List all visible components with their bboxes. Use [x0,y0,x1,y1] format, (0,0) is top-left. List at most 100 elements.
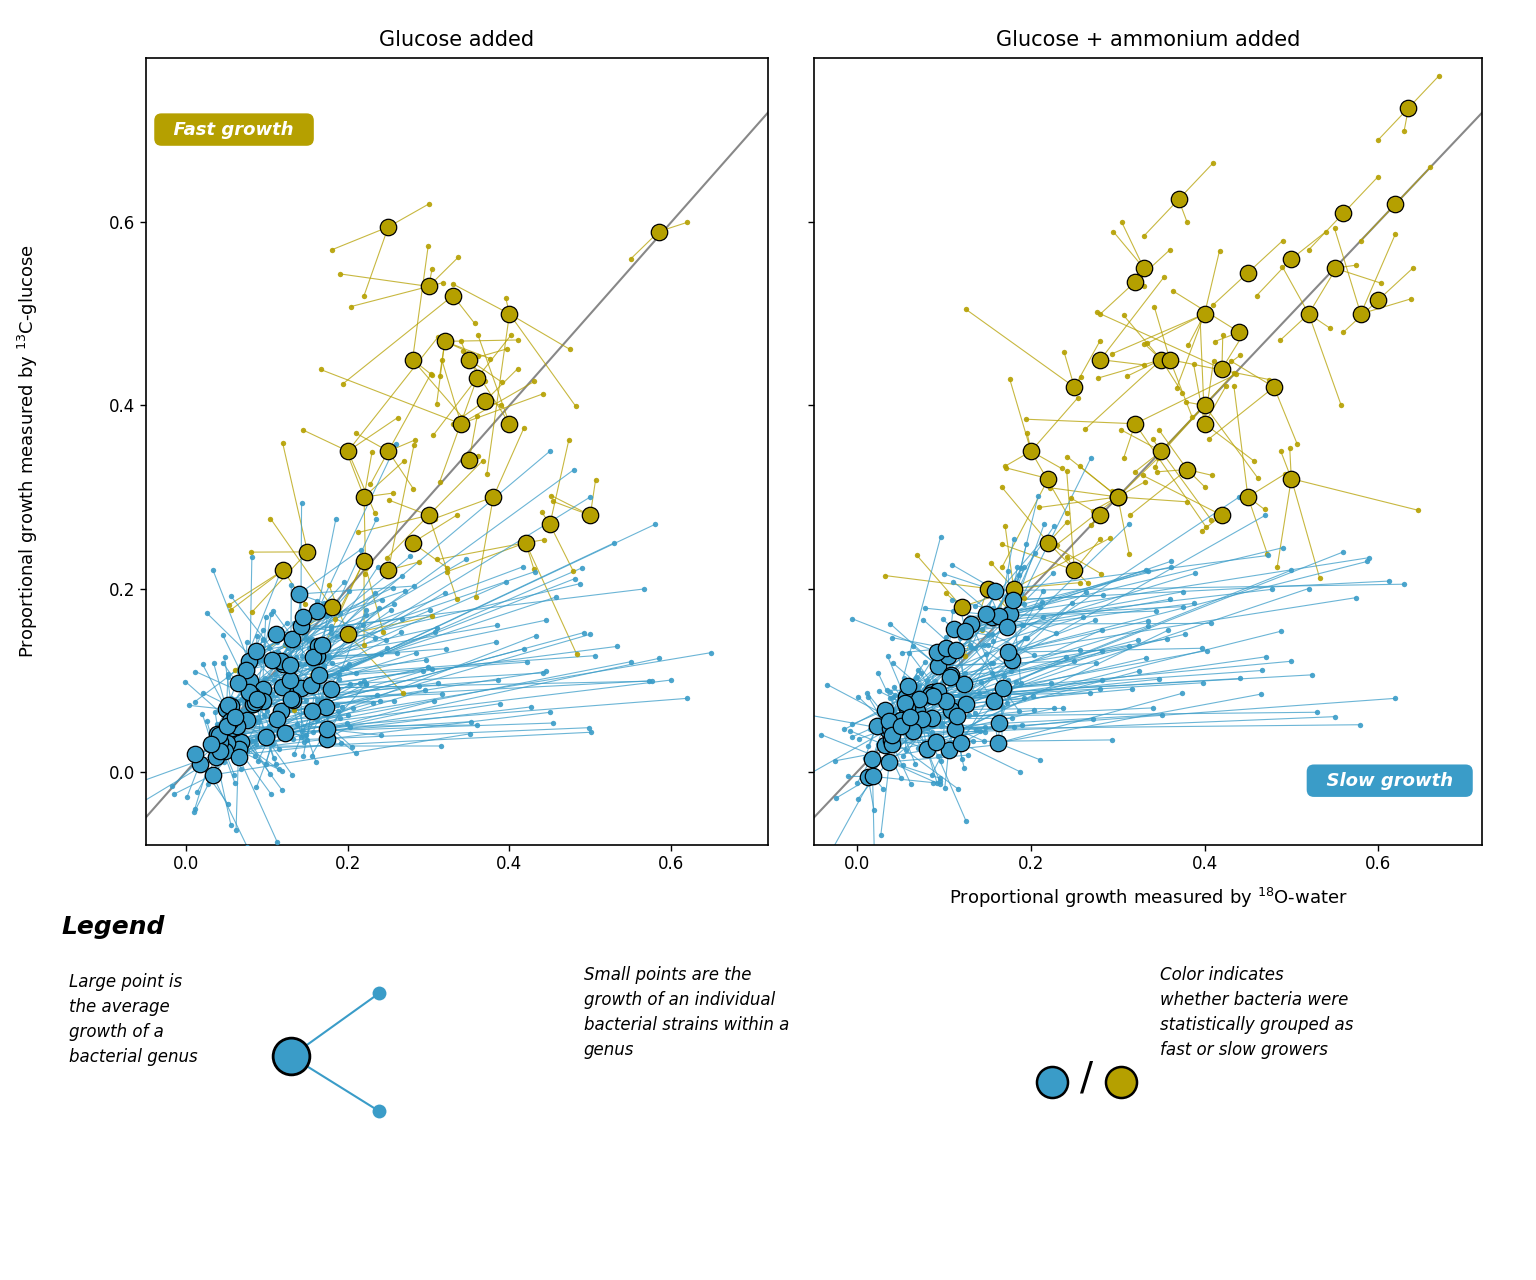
Point [1086,367,1111,388]
Point [226,716,250,736]
Point [541,713,565,733]
Point [957,672,982,692]
Point [260,684,284,704]
Point [1012,627,1037,648]
Point [972,635,997,655]
Point [1041,516,1066,536]
Point [1322,218,1347,238]
Point [1189,521,1213,541]
Point [943,646,968,667]
Text: Slow growth: Slow growth [1313,772,1465,790]
Point [895,698,920,718]
Point [465,447,490,467]
Point [292,581,316,602]
Point [1100,343,1124,364]
Point [352,671,376,691]
Point [951,616,975,636]
Point [856,767,880,787]
Point [449,413,473,434]
Point [319,653,344,673]
Point [456,349,481,370]
Point [352,635,376,655]
Point [1012,594,1037,614]
Point [943,718,968,739]
Point [538,701,562,722]
Point [888,710,912,731]
Point [490,372,515,393]
Point [948,723,972,744]
Point [1296,579,1321,599]
Point [840,714,865,735]
Point [1028,750,1052,771]
Point [252,668,276,689]
Point [240,694,264,714]
Point [931,609,955,630]
Point [352,550,376,571]
Point [318,622,343,643]
Point [1101,221,1126,242]
Point [1201,152,1226,173]
Point [1000,590,1025,611]
Point [1183,563,1207,584]
Point [292,628,316,649]
Point [889,643,914,663]
Point [865,716,889,736]
Point [946,696,971,717]
Point [369,644,393,664]
Point [1061,559,1086,580]
Point [564,396,588,416]
Point [270,760,295,781]
Point [1177,335,1201,356]
Point [312,605,336,626]
Point [267,566,292,586]
Point [925,641,949,662]
Point [1143,600,1167,621]
Point [267,759,292,780]
Point [535,609,559,630]
Point [260,709,284,730]
Point [209,740,233,760]
Point [922,772,946,792]
Point [229,732,253,753]
Point [353,673,378,694]
Point [312,657,336,677]
Point [1253,506,1278,526]
Point [352,486,376,507]
Point [877,710,902,731]
Point [1197,429,1221,449]
Point [975,635,1000,655]
Point [1132,276,1157,297]
Point [965,721,989,741]
Point [1166,189,1190,210]
Point [917,685,942,705]
Point [435,562,459,582]
Point [1089,620,1114,640]
Point [275,637,300,658]
Point [1000,649,1025,669]
Point [280,1046,304,1066]
Point [330,659,355,680]
Point [1087,330,1112,351]
Point [584,470,608,490]
Point [1218,351,1243,371]
Point [1134,559,1158,580]
Point [942,618,966,639]
Point [571,622,596,643]
Point [925,773,949,794]
Point [1003,672,1028,692]
Point [902,695,926,716]
Point [1117,544,1141,564]
Point [362,627,387,648]
Point [986,732,1011,753]
Point [293,690,318,710]
Point [1111,305,1135,325]
Point [605,636,630,657]
Point [886,712,911,732]
Point [250,678,275,699]
Point [952,646,977,667]
Point [266,832,290,852]
Point [915,745,940,765]
Point [312,593,336,613]
Point [986,713,1011,733]
Point [232,707,257,727]
